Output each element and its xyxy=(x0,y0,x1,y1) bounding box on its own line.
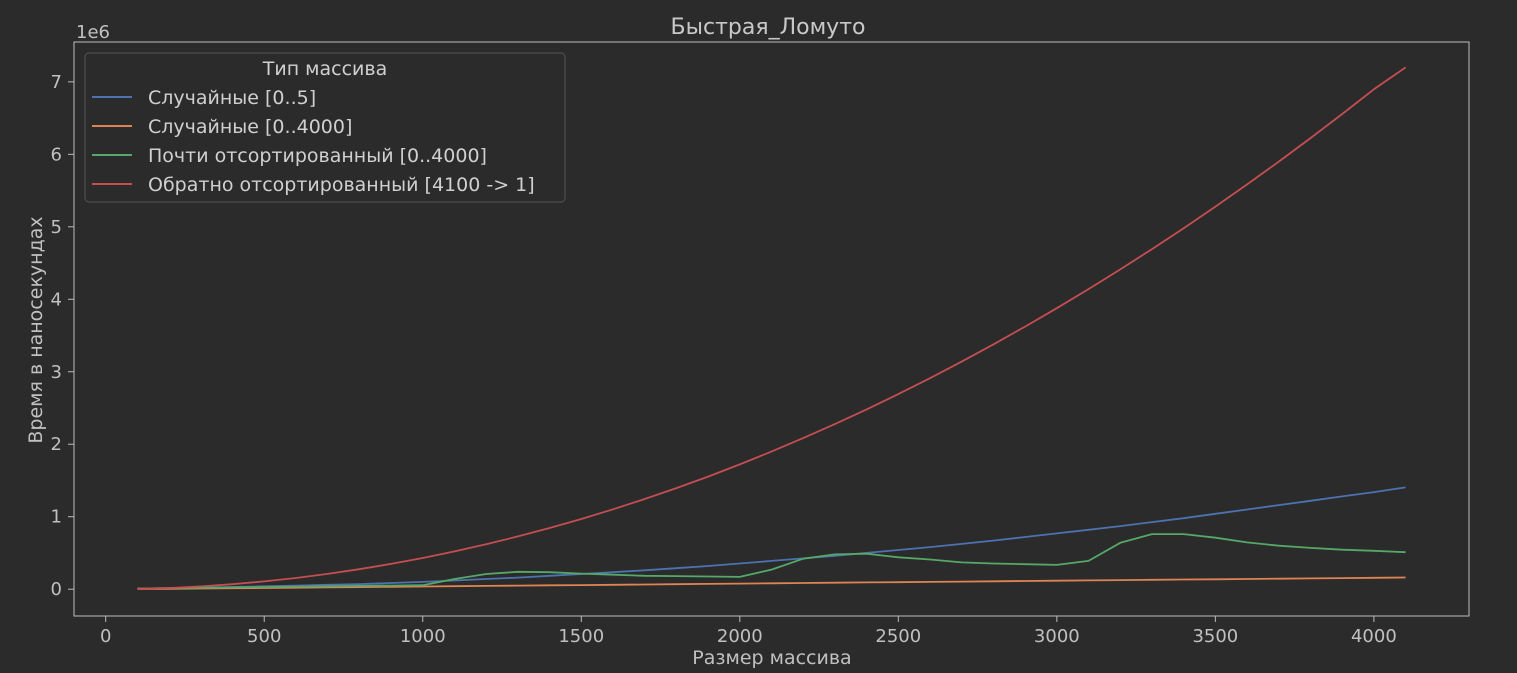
legend-item-label: Обратно отсортированный [4100 -> 1] xyxy=(148,174,535,196)
series-lines xyxy=(137,66,1407,590)
legend-box xyxy=(84,52,566,203)
y-tick-label: 2 xyxy=(51,434,62,455)
y-tick-label: 1 xyxy=(51,507,62,528)
x-tick-label: 4000 xyxy=(1351,626,1397,647)
y-tick-label: 6 xyxy=(51,144,62,165)
y-axis-label: Время в наносекундах xyxy=(25,216,47,443)
x-tick-label: 3000 xyxy=(1034,626,1080,647)
y-tick-label: 0 xyxy=(51,579,62,600)
y-scale-label: 1e6 xyxy=(76,22,110,43)
x-axis-label: Размер массива xyxy=(692,647,851,669)
legend-item-label: Почти отсортированный [0..4000] xyxy=(148,145,487,167)
x-tick-label: 2000 xyxy=(717,626,763,647)
series-line xyxy=(137,533,1406,590)
legend: Тип массива Случайные [0..5] Случайные [0… xyxy=(84,52,566,203)
x-tick-label: 500 xyxy=(247,626,281,647)
legend-item-label: Случайные [0..5] xyxy=(148,87,316,109)
series-line xyxy=(137,486,1406,590)
x-tick-label: 1000 xyxy=(400,626,446,647)
series-line xyxy=(137,576,1406,590)
series-line xyxy=(137,66,1407,590)
y-tick-label: 5 xyxy=(51,217,62,238)
y-tick-label: 3 xyxy=(51,362,62,383)
legend-title: Тип массива xyxy=(262,58,387,80)
chart-title: Быстрая_Ломуто xyxy=(671,15,866,40)
x-tick-label: 0 xyxy=(100,626,111,647)
axis-ticks: 0 500 1000 1500 2000 2500 3000 3500 4000 0 1 2 3 4 5 6 7 xyxy=(51,72,1397,647)
x-tick-label: 2500 xyxy=(875,626,921,647)
plot-frame xyxy=(73,41,1470,617)
x-tick-label: 1500 xyxy=(558,626,604,647)
y-tick-label: 7 xyxy=(51,72,62,93)
x-tick-label: 3500 xyxy=(1192,626,1238,647)
legend-item-label: Случайные [0..4000] xyxy=(148,116,352,138)
y-tick-label: 4 xyxy=(51,289,62,310)
